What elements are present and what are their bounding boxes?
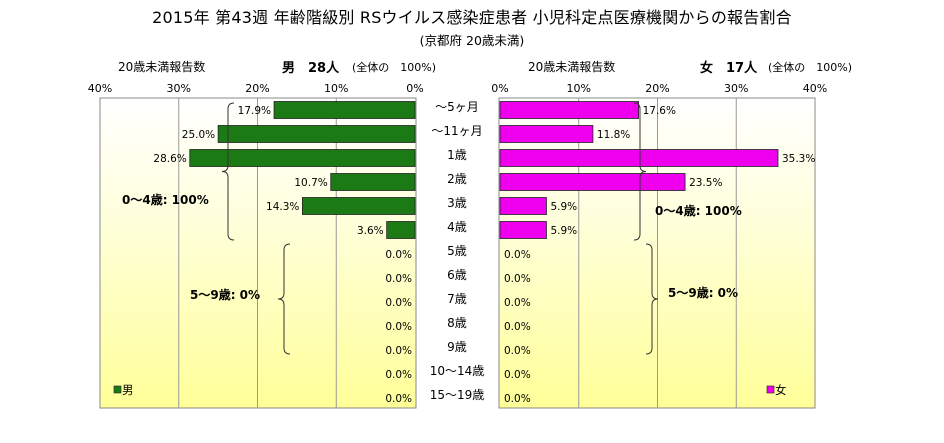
female-value-label: 5.9% [550,201,577,213]
x-tick-label: 40% [803,82,827,95]
category-label: 1歳 [447,148,467,162]
female-count: 女 17人 [700,61,758,76]
category-label: 2歳 [447,172,467,186]
x-tick-label: 30% [724,82,748,95]
category-label: 5歳 [447,244,467,258]
male-group-0-4-label: 0～4歳: 100% [122,192,209,207]
female-value-label: 0.0% [504,369,531,381]
male-bar [301,197,416,215]
female-header-note: (全体の 100%) [768,61,853,74]
female-bar [499,125,594,143]
male-header-note: (全体の 100%) [352,61,437,74]
female-value-label: 0.0% [504,297,531,309]
female-value-label: 5.9% [550,225,577,237]
male-group-5-9-label: 5～9歳: 0% [190,287,260,302]
male-value-label: 0.0% [385,249,412,261]
male-value-label: 28.6% [153,153,186,165]
male-bar [217,125,416,143]
female-value-label: 23.5% [689,177,722,189]
male-value-label: 14.3% [266,201,299,213]
female-bar [499,197,547,215]
female-bar [499,101,640,119]
male-legend-swatch [113,385,122,394]
male-value-label: 0.0% [385,273,412,285]
chart-title: 2015年 第43週 年齢階級別 RSウイルス感染症患者 小児科定点医療機関から… [152,8,792,27]
male-value-label: 0.0% [385,369,412,381]
male-brace-0-4 [221,102,235,241]
x-tick-label: 30% [167,82,191,95]
x-tick-label: 0% [491,82,508,95]
x-tick-label: 10% [567,82,591,95]
category-label: 3歳 [447,196,467,210]
female-bar [499,173,686,191]
category-label: ～5ヶ月 [435,100,479,114]
male-value-label: 3.6% [357,225,384,237]
female-brace-5-9 [645,243,659,355]
female-bar [499,149,779,167]
female-legend-label: 女 [775,383,787,397]
category-label: 4歳 [447,220,467,234]
female-group-5-9-label: 5～9歳: 0% [668,285,738,300]
male-bar [189,149,416,167]
category-label: 8歳 [447,316,467,330]
male-header-count: 男 28人 [282,57,339,76]
female-legend-swatch [766,385,775,394]
x-tick-label: 40% [88,82,112,95]
female-value-label: 0.0% [504,273,531,285]
female-bar [499,221,547,239]
category-label: 7歳 [447,292,467,306]
female-value-label: 0.0% [504,345,531,357]
male-value-label: 0.0% [385,345,412,357]
female-header-label: 20歳未満報告数 [528,60,616,74]
female-value-label: 0.0% [504,249,531,261]
female-group-0-4-label: 0～4歳: 100% [655,203,742,218]
male-count: 男 28人 [282,61,340,76]
male-value-label: 10.7% [294,177,327,189]
female-value-label: 35.3% [782,153,815,165]
male-value-label: 25.0% [182,129,215,141]
male-value-label: 0.0% [385,321,412,333]
category-label: 6歳 [447,268,467,282]
category-label: 9歳 [447,340,467,354]
female-header-count: 女 17人 [700,57,757,76]
category-label: 15～19歳 [430,388,485,402]
male-value-label: 0.0% [385,297,412,309]
female-brace-0-4 [633,102,647,241]
male-legend-label: 男 [122,383,134,397]
chart-subtitle: (京都府 20歳未満) [419,33,525,48]
male-bar [386,221,416,239]
male-value-label: 0.0% [385,393,412,405]
x-tick-label: 20% [245,82,269,95]
male-bar [273,101,416,119]
female-value-label: 0.0% [504,321,531,333]
male-header-label: 20歳未満報告数 [118,60,206,74]
male-value-label: 17.9% [238,105,271,117]
female-value-label: 17.6% [643,105,676,117]
category-label: ～11ヶ月 [431,124,482,138]
x-tick-label: 0% [406,82,423,95]
male-bar [330,173,416,191]
x-tick-label: 20% [645,82,669,95]
x-tick-label: 10% [324,82,348,95]
category-label: 10～14歳 [430,364,485,378]
female-value-label: 0.0% [504,393,531,405]
male-brace-5-9 [277,243,291,355]
female-value-label: 11.8% [597,129,630,141]
